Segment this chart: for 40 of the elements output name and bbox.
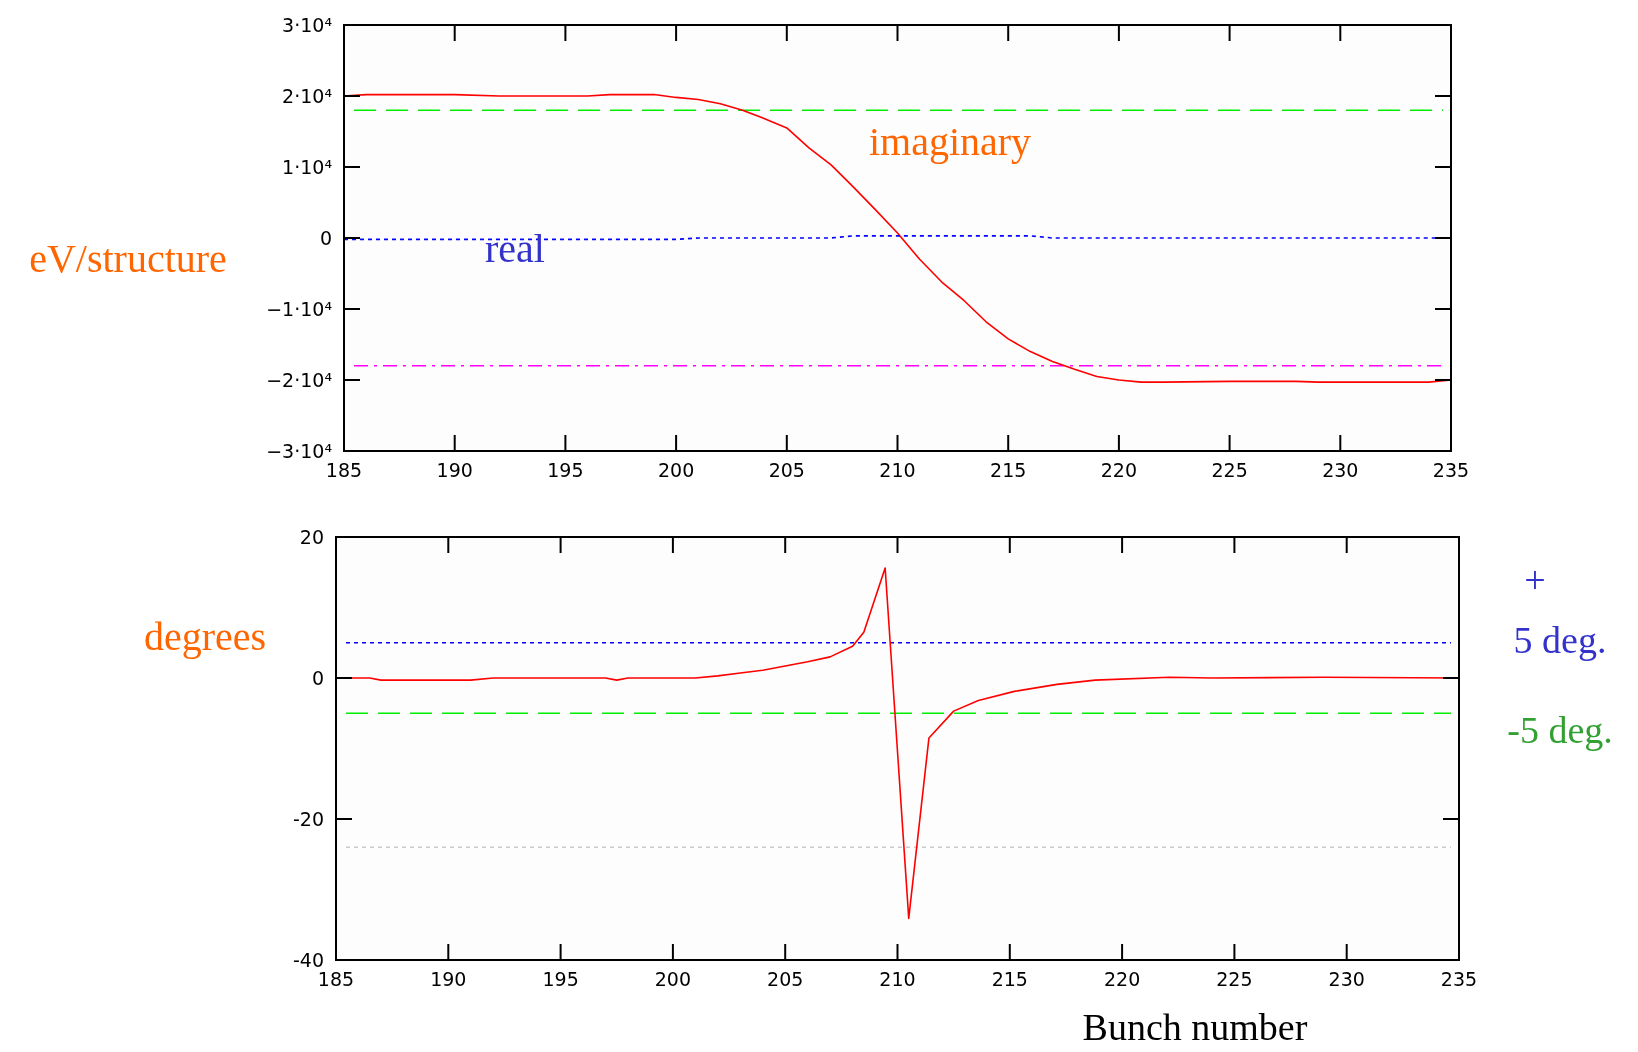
x-tick-label: 220 [1100, 459, 1138, 481]
y-tick-label: -20 [292, 808, 324, 830]
y-tick-label: 20 [299, 526, 324, 548]
x-tick-label: 200 [657, 459, 695, 481]
y-axis-title: eV/structure [29, 236, 227, 281]
series-label: imaginary [868, 119, 1032, 164]
x-tick-label: 190 [430, 968, 467, 990]
y-tick-label: 0 [319, 227, 332, 249]
x-tick-label: 200 [654, 968, 692, 990]
x-tick-label: 205 [767, 968, 804, 990]
y-tick-label: −3·10⁴ [266, 440, 333, 462]
y-tick-label: 3·10⁴ [282, 14, 333, 36]
x-tick-label: 215 [991, 968, 1028, 990]
x-tick-label: 210 [879, 968, 916, 990]
x-tick-label: 235 [1440, 968, 1478, 990]
x-tick-label: 215 [990, 459, 1027, 481]
x-tick-label: 195 [542, 968, 579, 990]
x-tick-label: 230 [1322, 459, 1359, 481]
y-tick-label: −1·10⁴ [266, 298, 333, 320]
y-tick-label: 1·10⁴ [282, 156, 333, 178]
x-tick-label: 210 [879, 459, 916, 481]
y-tick-label: −2·10⁴ [266, 369, 333, 391]
series-label: real [485, 226, 545, 271]
y-tick-label: 0 [311, 667, 324, 689]
x-tick-label: 230 [1328, 968, 1365, 990]
x-tick-label: 195 [547, 459, 584, 481]
x-tick-label: 235 [1432, 459, 1470, 481]
ref-line-label: -5 deg. [1507, 709, 1613, 752]
y-axis-title: degrees [143, 614, 267, 659]
x-tick-label: 190 [436, 459, 473, 481]
y-tick-label: -40 [292, 949, 324, 971]
ref-line-label: +5 deg. [1513, 558, 1607, 661]
y-tick-label: 2·10⁴ [282, 85, 333, 107]
x-tick-label: 205 [768, 459, 805, 481]
x-tick-label: 185 [317, 968, 355, 990]
x-tick-label: 220 [1103, 968, 1141, 990]
x-tick-label: 225 [1211, 459, 1248, 481]
x-axis-title: Bunch number [1082, 1006, 1308, 1048]
x-tick-label: 185 [325, 459, 363, 481]
x-tick-label: 225 [1216, 968, 1253, 990]
